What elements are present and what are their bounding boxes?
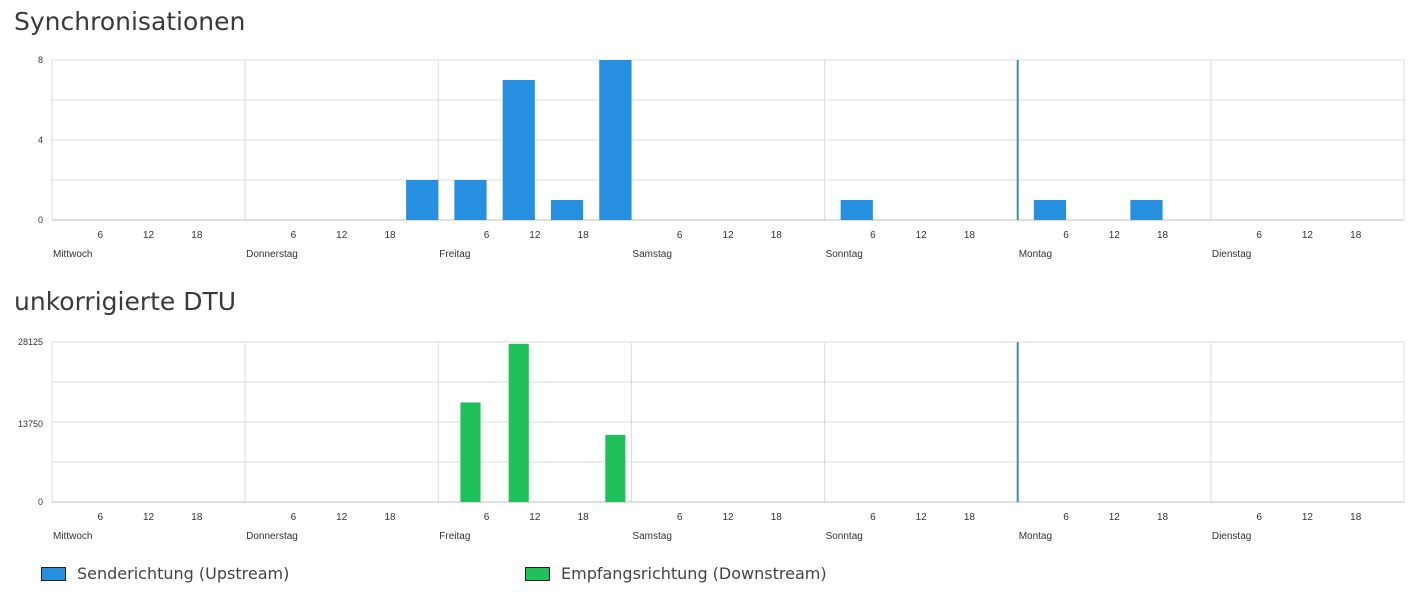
x-tick-label: 12 — [1302, 230, 1314, 241]
y-tick-label: 0 — [38, 497, 43, 507]
legend-swatch-upstream — [41, 566, 66, 581]
x-tick-label: 6 — [870, 512, 876, 523]
x-tick-label: 12 — [529, 512, 541, 523]
x-tick-label: 12 — [916, 512, 928, 523]
y-tick-label: 13750 — [18, 419, 43, 429]
chart-title-synchronisationen: Synchronisationen — [14, 7, 246, 36]
x-tick-label: 18 — [384, 512, 396, 523]
day-label: Samstag — [632, 531, 671, 542]
day-label: Montag — [1019, 531, 1052, 542]
x-tick-label: 12 — [722, 230, 734, 241]
x-tick-label: 12 — [1109, 512, 1121, 523]
x-tick-label: 12 — [529, 230, 541, 241]
chart-synchronisationen: 0 4 8 6 12 18 Mittwoch 6 12 18 Donnerstag 6 12 18 Frei… — [38, 55, 1405, 260]
x-tick-label: 12 — [336, 512, 348, 523]
bar — [406, 180, 439, 220]
bar — [605, 434, 626, 502]
x-tick-label: 6 — [677, 512, 683, 523]
day-label: Donnerstag — [246, 531, 298, 542]
x-tick-label: 18 — [1157, 230, 1169, 241]
x-tick-label: 18 — [964, 230, 976, 241]
y-tick-label: 8 — [38, 55, 43, 65]
bar — [454, 180, 487, 220]
day-label: Montag — [1019, 249, 1052, 260]
x-tick-label: 18 — [771, 230, 783, 241]
x-tick-label: 18 — [1350, 230, 1362, 241]
day-label: Freitag — [439, 249, 470, 260]
bar — [550, 200, 584, 220]
day-label: Dienstag — [1212, 249, 1251, 260]
x-tick-label: 6 — [291, 512, 297, 523]
bar — [1033, 200, 1066, 220]
x-tick-label: 6 — [1063, 230, 1069, 241]
x-tick-label: 6 — [1256, 230, 1262, 241]
x-tick-label: 12 — [1302, 512, 1314, 523]
y-tick-label: 4 — [38, 135, 43, 145]
x-tick-label: 6 — [291, 230, 297, 241]
legend: Senderichtung (Upstream) Empfangsrichtun… — [0, 564, 1417, 584]
chart-dtu: 0 13750 28125 6 12 18 Mittwoch 6 12 18 Donnerstag 6… — [18, 337, 1405, 542]
x-tick-label: 6 — [484, 512, 490, 523]
x-tick-label: 12 — [143, 230, 155, 241]
x-tick-label: 6 — [98, 512, 104, 523]
day-label: Mittwoch — [53, 249, 92, 260]
chart-title-dtu: unkorrigierte DTU — [14, 287, 237, 316]
x-tick-label: 18 — [384, 230, 396, 241]
legend-label-upstream: Senderichtung (Upstream) — [77, 564, 290, 583]
x-tick-label: 12 — [143, 512, 155, 523]
bar — [508, 343, 529, 502]
x-tick-label: 18 — [191, 512, 203, 523]
bar — [502, 80, 535, 220]
bar — [840, 200, 873, 220]
x-tick-label: 18 — [1350, 512, 1362, 523]
x-tick-label: 6 — [484, 230, 490, 241]
x-tick-label: 6 — [1063, 512, 1069, 523]
day-label: Donnerstag — [246, 249, 298, 260]
day-label: Freitag — [439, 531, 470, 542]
y-tick-label: 0 — [38, 215, 43, 225]
x-tick-label: 6 — [677, 230, 683, 241]
x-tick-label: 18 — [578, 512, 590, 523]
legend-item-downstream[interactable]: Empfangsrichtung (Downstream) — [525, 564, 827, 583]
x-tick-label: 12 — [722, 512, 734, 523]
x-tick-label: 18 — [771, 512, 783, 523]
x-tick-label: 12 — [916, 230, 928, 241]
day-label: Dienstag — [1212, 531, 1251, 542]
x-tick-label: 6 — [1256, 512, 1262, 523]
bar — [460, 402, 481, 502]
legend-swatch-downstream — [525, 566, 550, 581]
bar — [599, 60, 632, 220]
day-label: Sonntag — [826, 249, 863, 260]
x-tick-label: 6 — [98, 230, 104, 241]
y-tick-label: 28125 — [18, 337, 43, 347]
x-tick-label: 18 — [964, 512, 976, 523]
day-label: Mittwoch — [53, 531, 92, 542]
x-tick-label: 18 — [1157, 512, 1169, 523]
x-tick-label: 18 — [578, 230, 590, 241]
day-label: Samstag — [632, 249, 671, 260]
x-tick-label: 6 — [870, 230, 876, 241]
x-tick-label: 18 — [191, 230, 203, 241]
legend-label-downstream: Empfangsrichtung (Downstream) — [561, 564, 827, 583]
x-tick-label: 12 — [336, 230, 348, 241]
x-tick-label: 12 — [1109, 230, 1121, 241]
bar — [1130, 200, 1163, 220]
day-label: Sonntag — [826, 531, 863, 542]
legend-item-upstream[interactable]: Senderichtung (Upstream) — [41, 564, 289, 583]
